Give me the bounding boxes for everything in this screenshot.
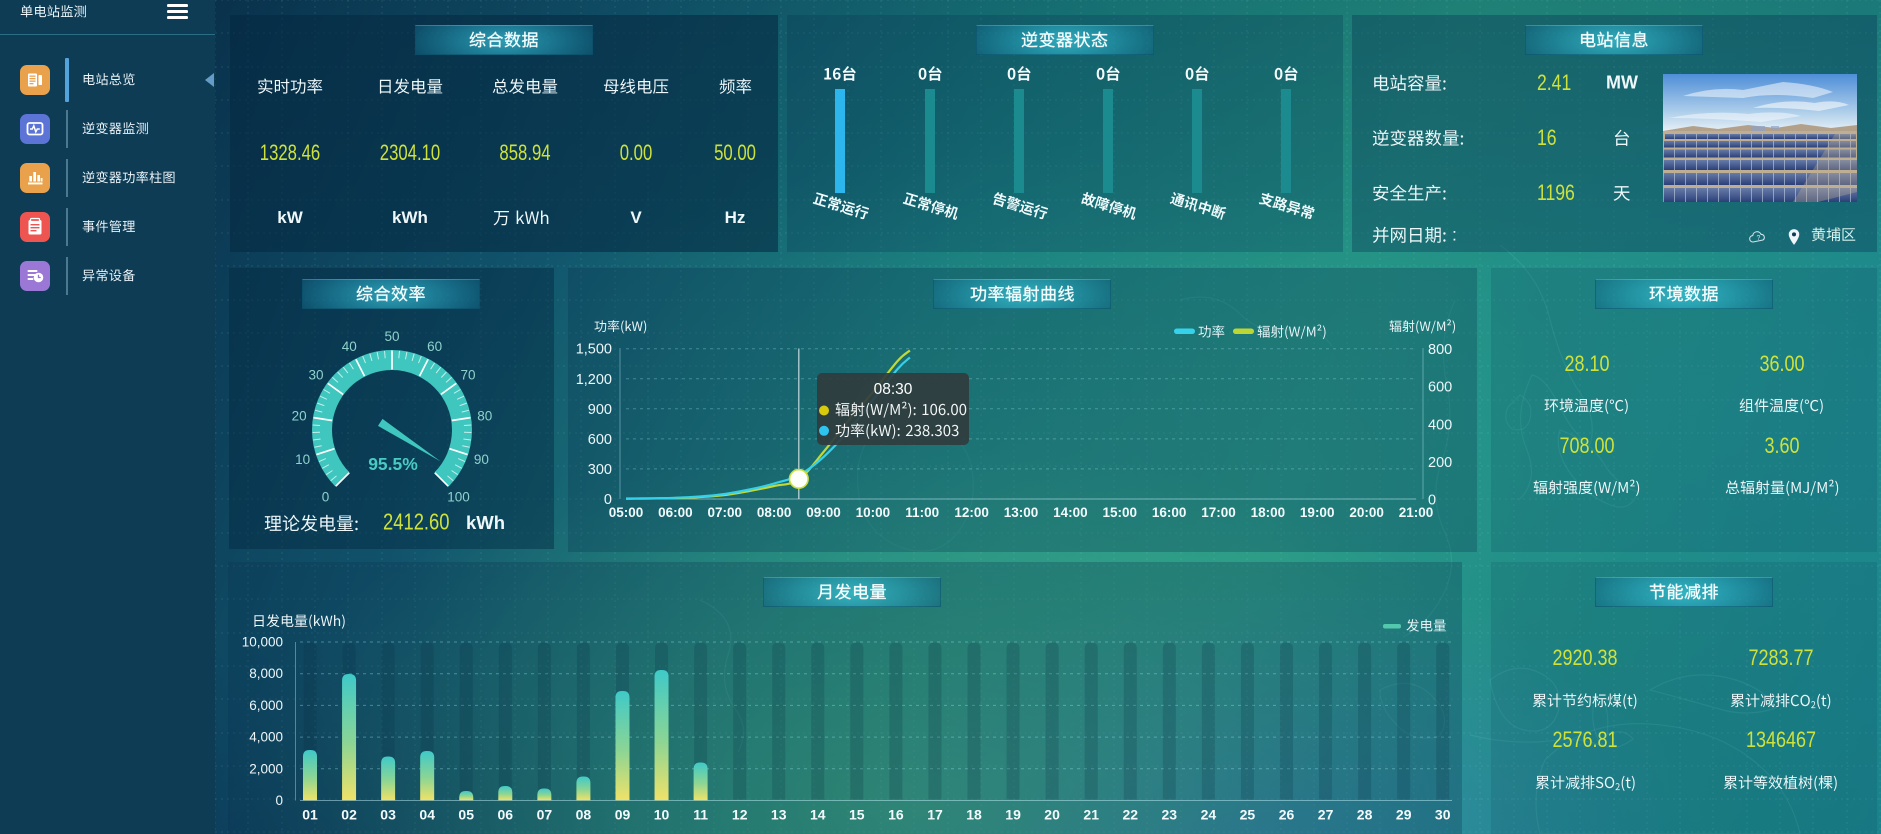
svg-text:30: 30 — [308, 368, 323, 383]
svg-text:05: 05 — [458, 807, 474, 823]
svg-text:1,500: 1,500 — [576, 342, 612, 358]
svg-text:19: 19 — [1005, 807, 1021, 823]
svg-text:15:00: 15:00 — [1103, 505, 1138, 520]
svg-text:800: 800 — [1428, 342, 1452, 358]
svg-text:02: 02 — [341, 807, 357, 823]
svg-text:16: 16 — [888, 807, 904, 823]
svg-text:21:00: 21:00 — [1399, 505, 1434, 520]
svg-text:80: 80 — [477, 408, 492, 423]
svg-text:300: 300 — [588, 462, 612, 478]
svg-text:200: 200 — [1428, 455, 1452, 471]
svg-text:?: ? — [1756, 235, 1760, 242]
svg-text:70: 70 — [460, 368, 475, 383]
svg-text:0: 0 — [322, 490, 330, 505]
svg-text:13: 13 — [771, 807, 787, 823]
svg-text:10,000: 10,000 — [242, 635, 283, 650]
svg-text:1,200: 1,200 — [576, 372, 612, 388]
svg-text:100: 100 — [447, 490, 470, 505]
svg-text:25: 25 — [1240, 807, 1256, 823]
svg-text:06:00: 06:00 — [658, 505, 693, 520]
svg-text:26: 26 — [1279, 807, 1295, 823]
svg-text:15: 15 — [849, 807, 865, 823]
svg-text:8,000: 8,000 — [249, 666, 283, 681]
svg-text:90: 90 — [474, 452, 489, 467]
svg-text:18: 18 — [966, 807, 982, 823]
svg-text:23: 23 — [1162, 807, 1178, 823]
svg-text:0: 0 — [275, 793, 283, 808]
svg-text:600: 600 — [588, 432, 612, 448]
svg-text:29: 29 — [1396, 807, 1412, 823]
svg-text:30: 30 — [1435, 807, 1451, 823]
svg-text:18:00: 18:00 — [1251, 505, 1286, 520]
svg-text:2,000: 2,000 — [249, 761, 283, 776]
svg-text:16:00: 16:00 — [1152, 505, 1187, 520]
svg-text:60: 60 — [427, 339, 442, 354]
svg-text:17:00: 17:00 — [1201, 505, 1236, 520]
svg-text:4,000: 4,000 — [249, 730, 283, 745]
svg-text:20:00: 20:00 — [1349, 505, 1384, 520]
svg-text:50: 50 — [384, 329, 399, 344]
svg-text:40: 40 — [342, 339, 357, 354]
svg-text:22: 22 — [1123, 807, 1139, 823]
svg-text:08:30: 08:30 — [874, 381, 913, 398]
svg-text:01: 01 — [302, 807, 318, 823]
svg-text:95.5%: 95.5% — [368, 454, 418, 474]
svg-text:10: 10 — [654, 807, 670, 823]
svg-text:11:00: 11:00 — [905, 505, 939, 520]
svg-text:04: 04 — [419, 807, 435, 823]
svg-text:14:00: 14:00 — [1053, 505, 1088, 520]
svg-text:03: 03 — [380, 807, 396, 823]
svg-text:10: 10 — [295, 452, 310, 467]
svg-text:06: 06 — [498, 807, 514, 823]
svg-text:28: 28 — [1357, 807, 1373, 823]
svg-text:400: 400 — [1428, 417, 1452, 433]
svg-text:11: 11 — [693, 807, 708, 823]
svg-text:05:00: 05:00 — [609, 505, 644, 520]
svg-text:08:00: 08:00 — [757, 505, 792, 520]
svg-text:19:00: 19:00 — [1300, 505, 1335, 520]
svg-text:21: 21 — [1083, 807, 1099, 823]
svg-text:07: 07 — [537, 807, 553, 823]
svg-text:07:00: 07:00 — [708, 505, 743, 520]
svg-text:600: 600 — [1428, 380, 1452, 396]
svg-text:08: 08 — [576, 807, 592, 823]
svg-text:12:00: 12:00 — [954, 505, 989, 520]
svg-text:0: 0 — [604, 492, 612, 508]
svg-text:13:00: 13:00 — [1004, 505, 1039, 520]
svg-text:27: 27 — [1318, 807, 1334, 823]
svg-text:20: 20 — [1044, 807, 1060, 823]
svg-text:09: 09 — [615, 807, 631, 823]
svg-text:24: 24 — [1201, 807, 1217, 823]
svg-text:6,000: 6,000 — [249, 698, 283, 713]
svg-text:900: 900 — [588, 402, 612, 418]
svg-text:12: 12 — [732, 807, 748, 823]
svg-text:17: 17 — [927, 807, 943, 823]
svg-text:10:00: 10:00 — [856, 505, 891, 520]
svg-text:0: 0 — [1428, 493, 1436, 509]
svg-text:09:00: 09:00 — [806, 505, 841, 520]
svg-text:20: 20 — [292, 408, 307, 423]
svg-text:14: 14 — [810, 807, 826, 823]
